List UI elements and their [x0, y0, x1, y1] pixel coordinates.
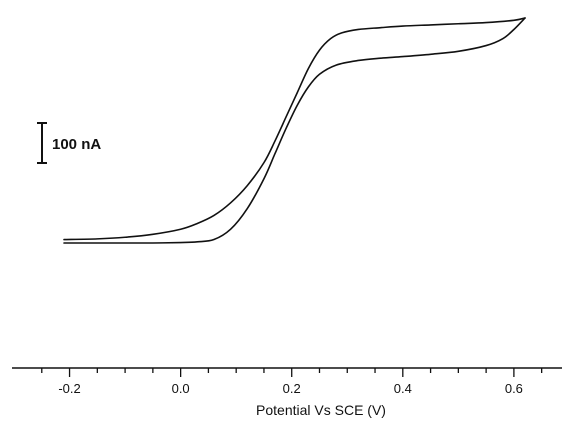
current-scale-bar: 100 nA [37, 122, 101, 164]
x-axis: -0.2 0.0 0.2 0.4 0.6 Potential Vs SCE (V) [12, 367, 562, 418]
x-tick-label: -0.2 [58, 381, 80, 396]
x-axis-tick-labels: -0.2 0.0 0.2 0.4 0.6 [58, 381, 523, 396]
x-tick-label: 0.2 [283, 381, 301, 396]
x-tick-label: 0.6 [505, 381, 523, 396]
scale-bar-label: 100 nA [52, 136, 101, 153]
reverse-scan-line [63, 17, 526, 241]
voltammogram-curves [63, 17, 526, 244]
x-axis-ticks [41, 368, 543, 377]
x-axis-title: Potential Vs SCE (V) [256, 402, 386, 418]
x-tick-label: 0.4 [394, 381, 412, 396]
forward-scan-line [63, 17, 526, 244]
x-tick-label: 0.0 [172, 381, 190, 396]
